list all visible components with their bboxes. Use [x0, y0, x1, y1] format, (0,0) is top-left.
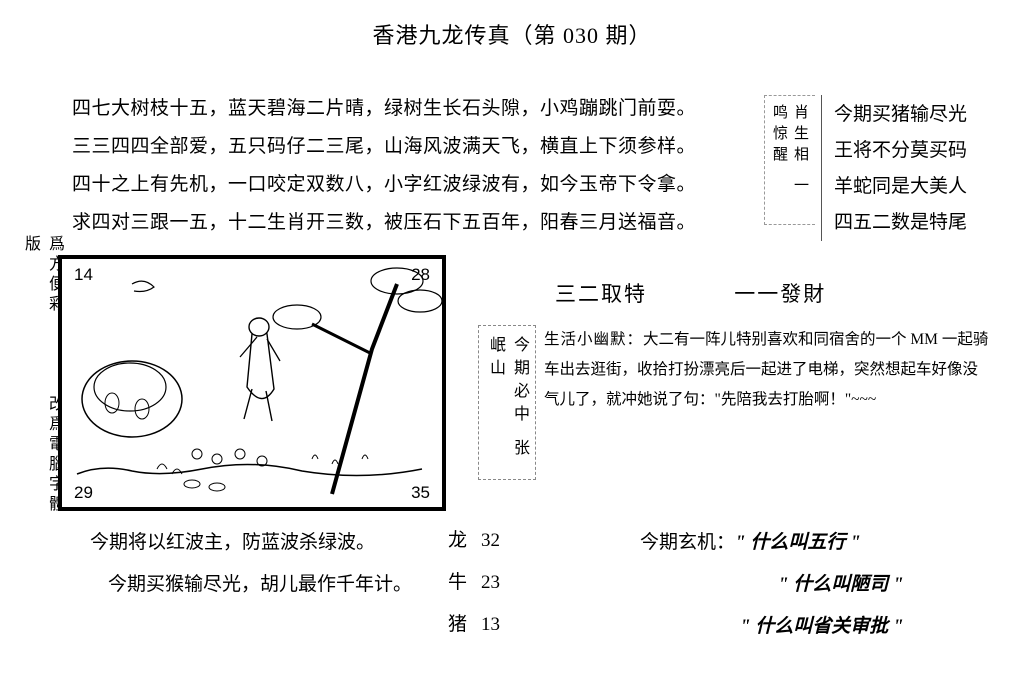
- right-line-2: 王将不分莫买码: [834, 133, 967, 169]
- humor-vertical-label: 今期必中 张岷山: [478, 325, 536, 480]
- xuanji-q1: " 什么叫五行 ": [735, 532, 861, 553]
- zodiac-2-name: 牛: [448, 572, 467, 593]
- right-line-1: 今期买猪输尽光: [834, 97, 967, 133]
- zodiac-2-num: 23: [481, 572, 500, 593]
- right-box-vertical-label: 肖生相 一鸣惊醒: [764, 95, 815, 225]
- zodiac-row-1: 龙 32: [448, 520, 500, 562]
- xuanji-block: 今期玄机：" 什么叫五行 " " 什么叫陋司 " " 什么叫省关审批 ": [640, 522, 904, 648]
- xuanji-label: 今期玄机：: [640, 532, 735, 553]
- xuanji-q3: " 什么叫省关审批 ": [740, 616, 904, 637]
- below-illustration-lines: 今期将以红波主，防蓝波杀绿波。 今期买猴输尽光，胡儿最作千年计。: [90, 522, 412, 606]
- illus-corner-tl: 14: [74, 265, 93, 285]
- humor-box: 今期必中 张岷山 生活小幽默：大二有一阵儿特别喜欢和同宿舍的一个 MM 一起骑车…: [478, 325, 990, 480]
- right-line-4: 四五二数是特尾: [834, 205, 967, 241]
- right-tip-box: 肖生相 一鸣惊醒 今期买猪输尽光 王将不分莫买码 羊蛇同是大美人 四五二数是特尾: [764, 95, 994, 241]
- zodiac-3-name: 猪: [448, 614, 467, 635]
- xuanji-q2: " 什么叫陋司 ": [778, 574, 904, 595]
- zodiac-3-num: 13: [481, 614, 500, 635]
- below-line-2: 今期买猴输尽光，胡儿最作千年计。: [90, 564, 412, 606]
- illustration-svg: [62, 259, 442, 507]
- illustration-frame: 14 28 29 35: [58, 255, 446, 511]
- humor-text: 生活小幽默：大二有一阵儿特别喜欢和同宿舍的一个 MM 一起骑车出去逛街，收拾打扮…: [536, 325, 990, 480]
- zodiac-row-3: 猪 13: [448, 604, 500, 646]
- zodiac-1-name: 龙: [448, 530, 467, 551]
- zodiac-numbers: 龙 32 牛 23 猪 13: [448, 520, 500, 646]
- humor-label: 生活小幽默：: [544, 331, 643, 348]
- right-tip-lines: 今期买猪输尽光 王将不分莫买码 羊蛇同是大美人 四五二数是特尾: [821, 95, 967, 241]
- mid-headline: 三二取特 一一發財: [555, 278, 975, 308]
- zodiac-1-num: 32: [481, 530, 500, 551]
- page-title: 香港九龙传真（第 030 期）: [0, 0, 1024, 70]
- below-line-1: 今期将以红波主，防蓝波杀绿波。: [90, 522, 412, 564]
- illus-corner-tr: 28: [411, 265, 430, 285]
- mid-a: 三二取特: [555, 282, 647, 306]
- right-line-3: 羊蛇同是大美人: [834, 169, 967, 205]
- zodiac-row-2: 牛 23: [448, 562, 500, 604]
- illus-corner-bl: 29: [74, 483, 93, 503]
- illus-corner-br: 35: [411, 483, 430, 503]
- mid-b: 一一發財: [734, 282, 826, 306]
